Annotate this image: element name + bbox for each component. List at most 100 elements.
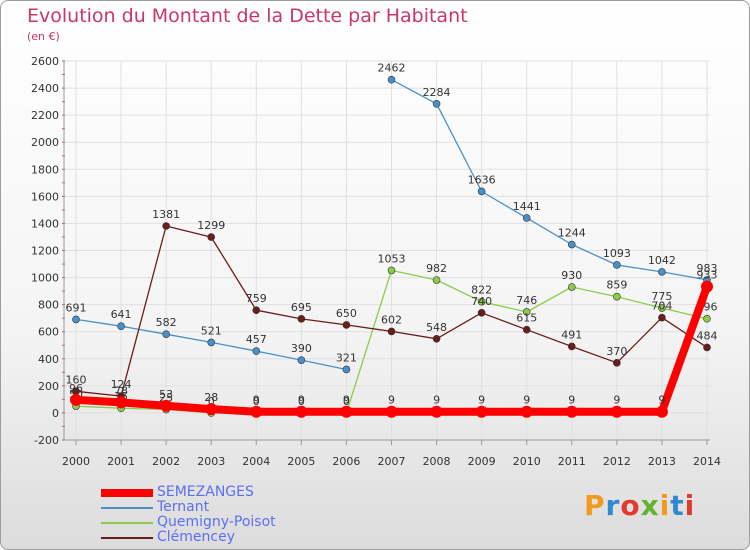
logo-letter: i — [684, 489, 696, 522]
data-point-0 — [430, 405, 443, 418]
data-point-4 — [297, 315, 306, 323]
x-tick-label: 2000 — [62, 455, 90, 468]
data-label-2: 983 — [697, 262, 718, 275]
data-point-4 — [522, 325, 531, 334]
data-label-0: 78 — [114, 384, 128, 397]
data-label-1: 321 — [336, 351, 357, 364]
data-point-0 — [385, 405, 398, 418]
y-tick-label: 1600 — [31, 190, 59, 203]
y-tick-label: 2000 — [31, 136, 59, 149]
data-point-0 — [475, 405, 488, 418]
data-point-4 — [703, 343, 711, 352]
data-label-1: 457 — [246, 333, 267, 346]
x-tick-label: 2012 — [603, 455, 631, 468]
legend-item-clemencey: Clémencey — [101, 529, 361, 545]
data-point-2 — [613, 261, 621, 269]
data-point-0 — [70, 393, 82, 406]
data-point-4 — [477, 308, 486, 317]
y-tick-label: 200 — [38, 380, 59, 393]
data-label-3: 0 — [208, 395, 215, 408]
data-label-2: 1093 — [603, 247, 631, 260]
y-tick-label: 0 — [52, 407, 59, 420]
y-tick-label: 800 — [38, 299, 59, 312]
data-point-1 — [252, 347, 261, 355]
x-tick-label: 2008 — [423, 455, 451, 468]
data-point-0 — [340, 405, 353, 418]
data-point-0 — [610, 405, 623, 418]
data-point-0 — [115, 396, 128, 409]
legend-swatch-quemigny-poisot — [101, 522, 153, 524]
data-label-0: 9 — [478, 394, 485, 407]
data-point-4 — [613, 359, 621, 367]
data-label-0: 9 — [388, 394, 395, 407]
data-label-3: 0 — [343, 395, 350, 408]
y-tick-label: 2400 — [31, 82, 59, 95]
data-label-3: 746 — [516, 294, 537, 307]
data-label-0: 9 — [343, 394, 350, 407]
logo-letter: r — [605, 489, 621, 522]
data-point-4 — [162, 222, 170, 230]
data-label-3: 982 — [426, 262, 447, 275]
x-tick-label: 2014 — [693, 455, 721, 468]
data-point-4 — [658, 313, 666, 322]
data-point-3 — [567, 283, 576, 291]
data-point-1 — [207, 338, 216, 347]
data-label-2: 1441 — [513, 200, 541, 213]
y-tick-label: 600 — [38, 326, 59, 339]
data-label-0: 933 — [697, 269, 718, 282]
data-label-4: 740 — [471, 295, 492, 308]
data-label-3: 0 — [253, 395, 260, 408]
data-label-0: 53 — [159, 388, 173, 401]
data-label-0: 9 — [523, 394, 530, 407]
data-label-2: 2462 — [378, 62, 406, 75]
legend-label-clemencey: Clémencey — [157, 529, 235, 545]
data-point-0 — [160, 399, 173, 412]
chart-subtitle: (en €) — [27, 30, 60, 43]
x-tick-label: 2007 — [378, 455, 406, 468]
data-point-1 — [297, 356, 306, 364]
data-point-0 — [520, 405, 533, 418]
data-point-2 — [432, 99, 441, 108]
data-label-1: 582 — [156, 316, 177, 329]
logo-letter: o — [620, 489, 641, 522]
data-label-1: 691 — [66, 301, 87, 314]
data-label-3: 0 — [298, 395, 305, 408]
x-tick-label: 2004 — [242, 455, 270, 468]
x-tick-label: 2011 — [558, 455, 586, 468]
data-point-2 — [658, 268, 666, 276]
y-tick-label: 2200 — [31, 109, 59, 122]
data-point-4 — [567, 342, 576, 351]
data-label-0: 9 — [658, 394, 665, 407]
data-point-3 — [432, 276, 441, 284]
data-label-0: 9 — [253, 394, 260, 407]
data-label-3: 822 — [471, 284, 492, 297]
data-label-4: 491 — [561, 328, 582, 341]
legend-item-quemigny-poisot: Quemigny-Poisot — [101, 514, 361, 530]
data-label-0: 9 — [568, 394, 575, 407]
legend-item-semezanges: SEMEZANGES — [101, 484, 361, 500]
y-tick-label: 1800 — [31, 163, 59, 176]
logo-letter: t — [670, 489, 685, 522]
data-label-4: 160 — [66, 373, 87, 386]
legend-label-semezanges: SEMEZANGES — [157, 484, 254, 500]
data-point-1 — [162, 330, 170, 338]
data-label-0: 28 — [204, 391, 218, 404]
data-point-4 — [207, 233, 216, 241]
data-point-1 — [117, 322, 125, 330]
data-point-4 — [387, 327, 396, 336]
x-tick-label: 2009 — [468, 455, 496, 468]
data-label-0: 9 — [298, 394, 305, 407]
y-tick-label: 1200 — [31, 245, 59, 258]
data-point-4 — [432, 334, 441, 343]
y-tick-label: 2600 — [31, 55, 59, 68]
y-tick-label: -200 — [34, 434, 59, 447]
legend-swatch-ternant — [101, 507, 153, 509]
x-tick-label: 2001 — [107, 455, 135, 468]
data-label-1: 390 — [291, 342, 312, 355]
data-label-4: 615 — [516, 312, 537, 325]
legend-label-quemigny-poisot: Quemigny-Poisot — [157, 514, 276, 530]
data-point-0 — [701, 280, 713, 293]
legend: SEMEZANGES Ternant Quemigny-Poisot Cléme… — [101, 484, 361, 545]
series-line-2 — [390, 79, 708, 281]
